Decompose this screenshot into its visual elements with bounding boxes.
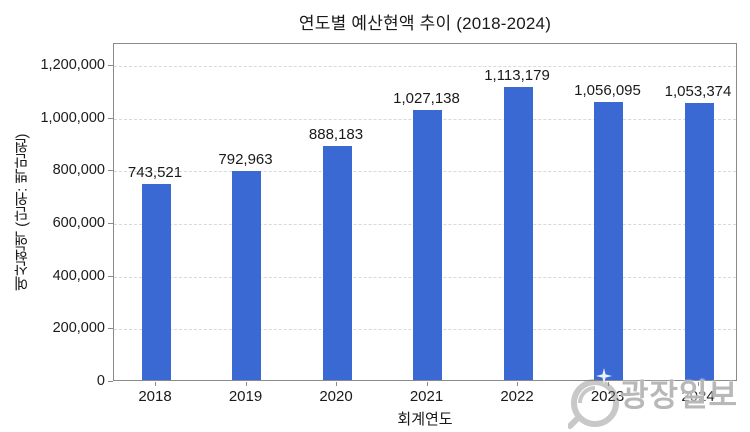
x-tick-mark [426, 382, 428, 386]
bar-value-label: 888,183 [308, 126, 364, 144]
y-tick-mark [108, 381, 113, 382]
x-tick-label: 2021 [409, 388, 444, 405]
bar-value-label: 1,053,374 [664, 82, 732, 100]
bar-2019 [232, 171, 261, 380]
bar-value-label: 1,113,179 [484, 66, 550, 84]
bar-2022 [503, 86, 533, 380]
y-tick-mark [108, 275, 113, 277]
y-tick-label: 1,000,000 [40, 109, 105, 126]
x-tick-mark [245, 382, 247, 386]
x-axis-label: 회계연도 [397, 411, 453, 428]
bar-value-label: 1,027,138 [393, 89, 460, 107]
bar-2018 [141, 184, 171, 380]
y-tick-mark [108, 170, 113, 172]
bar-value-label: 792,963 [218, 151, 273, 169]
x-tick-mark [517, 382, 518, 386]
bar-2020 [322, 146, 352, 380]
y-tick-label: 0 [96, 373, 105, 389]
chart-title: 연도별 예산현액 추이 (2018-2024) [298, 14, 552, 33]
gridline [114, 66, 736, 67]
y-tick-label: 600,000 [52, 215, 105, 231]
y-tick-label: 200,000 [52, 320, 105, 337]
x-tick-label: 2018 [138, 388, 172, 405]
x-tick-mark [336, 382, 337, 386]
y-tick-label: 1,200,000 [40, 57, 105, 73]
x-tick-mark [155, 382, 156, 386]
bar-value-label: 743,521 [127, 164, 183, 182]
bar-2023 [594, 101, 623, 380]
bar-2024 [684, 102, 714, 380]
y-tick-mark [108, 223, 113, 224]
plot-area [113, 43, 737, 381]
bar-value-label: 1,056,095 [574, 81, 641, 99]
x-tick-label: 2019 [228, 388, 263, 405]
x-tick-label: 2024 [681, 388, 715, 405]
y-tick-label: 400,000 [52, 267, 105, 284]
y-tick-mark [108, 328, 113, 330]
x-tick-mark [607, 382, 609, 386]
y-tick-label: 800,000 [52, 162, 105, 179]
x-tick-mark [698, 382, 699, 386]
bar-2021 [413, 109, 442, 380]
x-tick-label: 2023 [590, 388, 625, 405]
y-tick-mark [108, 117, 113, 119]
y-tick-mark [108, 65, 113, 66]
x-tick-label: 2020 [319, 388, 353, 405]
x-tick-label: 2022 [500, 388, 534, 405]
